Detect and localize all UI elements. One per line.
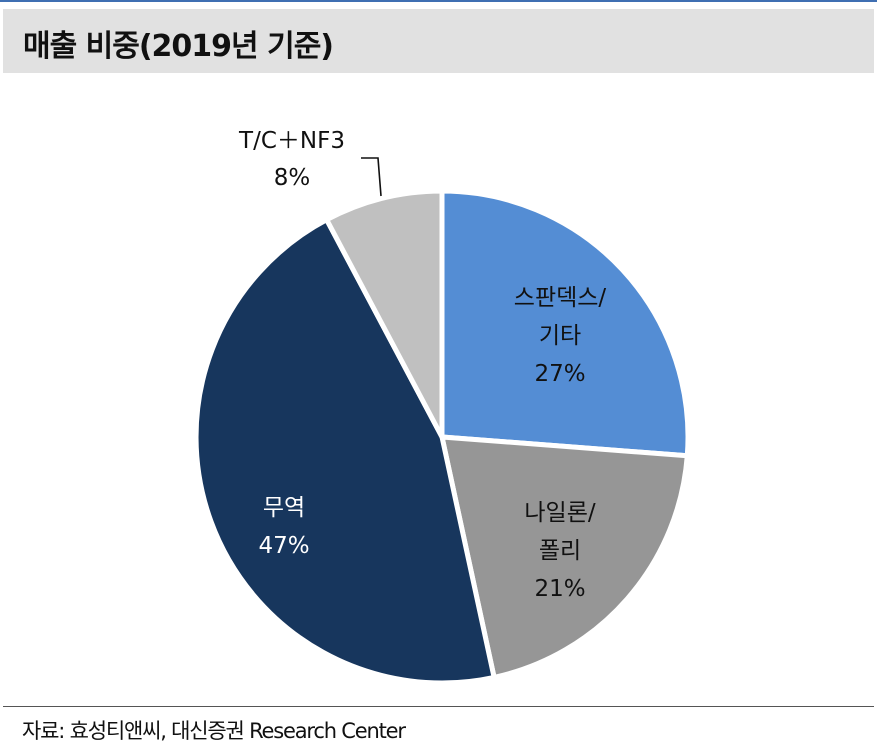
slice-value-label-1: 21% xyxy=(534,576,585,602)
bottom-rule xyxy=(3,706,874,707)
pie-slice-1 xyxy=(439,434,690,680)
slice-value-label-3: 8% xyxy=(274,165,311,191)
slice-value-label-0: 27% xyxy=(534,361,585,387)
pie-slice-0 xyxy=(439,188,691,459)
slice-name-label-1: 나일론/ xyxy=(524,500,595,526)
chart-title: 매출 비중(2019년 기준) xyxy=(23,29,334,64)
slice-name-label-0: 기타 xyxy=(539,323,581,349)
pie-slice-3 xyxy=(324,188,445,440)
slice-name-label-2: 무역 xyxy=(263,495,305,521)
leader-line xyxy=(361,157,382,197)
title-bar: 매출 비중(2019년 기준) xyxy=(3,9,874,73)
slice-value-label-2: 47% xyxy=(258,533,309,559)
slice-name-label-1: 폴리 xyxy=(539,538,581,564)
pie-labels: 스판덱스/기타 27% 나일론/폴리 21% 무역 47% T/C＋NF3 8% xyxy=(238,128,606,602)
slice-name-label-0: 스판덱스/ xyxy=(514,285,607,311)
source-note: 자료: 효성티앤씨, 대신증권 Research Center xyxy=(22,719,406,743)
pie-slice-2 xyxy=(193,217,497,686)
pie-slices xyxy=(193,188,691,686)
slice-name-label-3: T/C＋NF3 xyxy=(238,128,345,154)
top-rule xyxy=(0,0,877,2)
